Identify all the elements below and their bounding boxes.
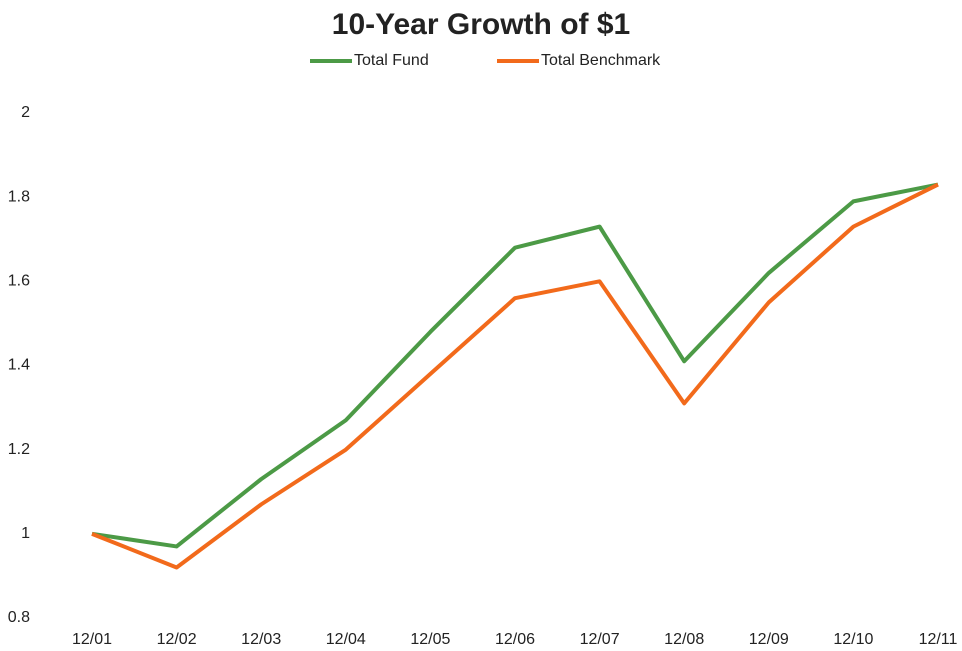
y-tick-label: 1.8 [8,188,30,205]
y-tick-label: 0.8 [8,609,30,626]
x-tick-label: 12/03 [241,631,281,648]
x-tick-label: 12/02 [157,631,197,648]
x-tick-label: 12/11 [919,631,958,648]
y-tick-label: 1.2 [8,441,30,458]
legend-label: Total Fund [354,52,429,69]
x-tick-label: 12/01 [72,631,112,648]
x-tick-label: 12/10 [833,631,873,648]
series-line [91,182,939,570]
series-line [91,182,939,549]
y-tick-label: 2 [21,104,30,121]
x-tick-label: 12/06 [495,631,535,648]
x-tick-label: 12/05 [410,631,450,648]
y-tick-label: 1.4 [8,357,30,374]
chart-title: 10-Year Growth of $1 [332,8,630,41]
x-tick-label: 12/08 [664,631,704,648]
x-tick-label: 12/09 [749,631,789,648]
y-tick-label: 1.6 [8,273,30,290]
x-tick-label: 12/04 [326,631,366,648]
x-tick-label: 12/07 [580,631,620,648]
legend-label: Total Benchmark [541,52,661,69]
y-tick-label: 1 [21,525,30,542]
